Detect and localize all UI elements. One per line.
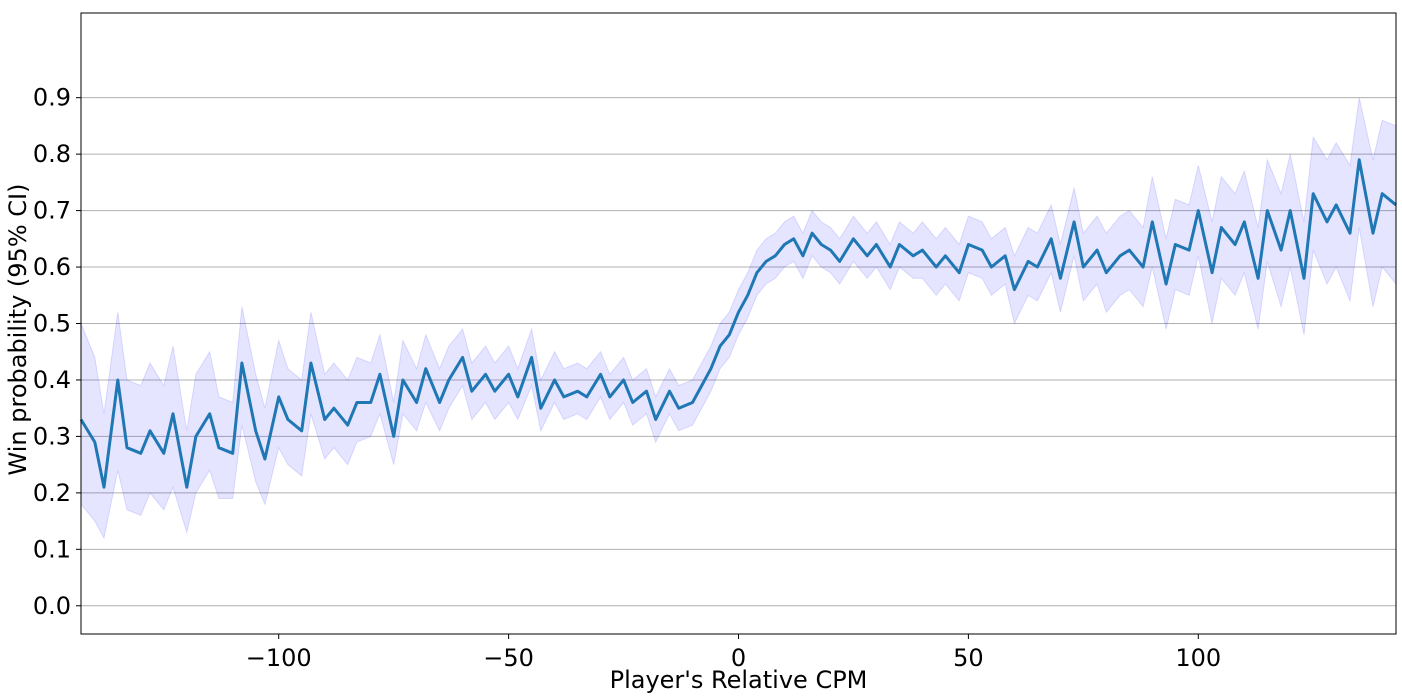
y-tick-label: 0.8 bbox=[33, 140, 71, 168]
x-tick-label: −50 bbox=[483, 644, 534, 672]
y-tick-label: 0.5 bbox=[33, 310, 71, 338]
y-tick-label: 0.4 bbox=[33, 366, 71, 394]
x-tick-label: 100 bbox=[1175, 644, 1221, 672]
x-tick-label: 0 bbox=[731, 644, 746, 672]
plot-frame bbox=[80, 12, 1397, 635]
y-tick-label: 0.6 bbox=[33, 253, 71, 281]
y-axis-label: Win probability (95% CI) bbox=[4, 184, 32, 476]
y-tick-label: 0.3 bbox=[33, 422, 71, 450]
gridlines bbox=[81, 97, 1396, 607]
y-tick-label: 0.1 bbox=[33, 535, 71, 563]
series-line-layer bbox=[79, 158, 1397, 489]
x-axis-label: Player's Relative CPM bbox=[610, 666, 868, 694]
y-tick-label: 0.9 bbox=[33, 84, 71, 112]
series-line bbox=[79, 158, 1397, 489]
x-tick-label: −100 bbox=[246, 644, 312, 672]
y-tick-label: 0.0 bbox=[33, 592, 71, 620]
axes: 0.0 0.1 0.2 0.3 0.4 0.5 0.6 0.7 0.8 0.9 −100 −50 0 50… bbox=[33, 84, 1221, 672]
x-tick-label: 50 bbox=[953, 644, 984, 672]
y-tick-label: 0.7 bbox=[33, 197, 71, 225]
y-tick-label: 0.2 bbox=[33, 479, 71, 507]
